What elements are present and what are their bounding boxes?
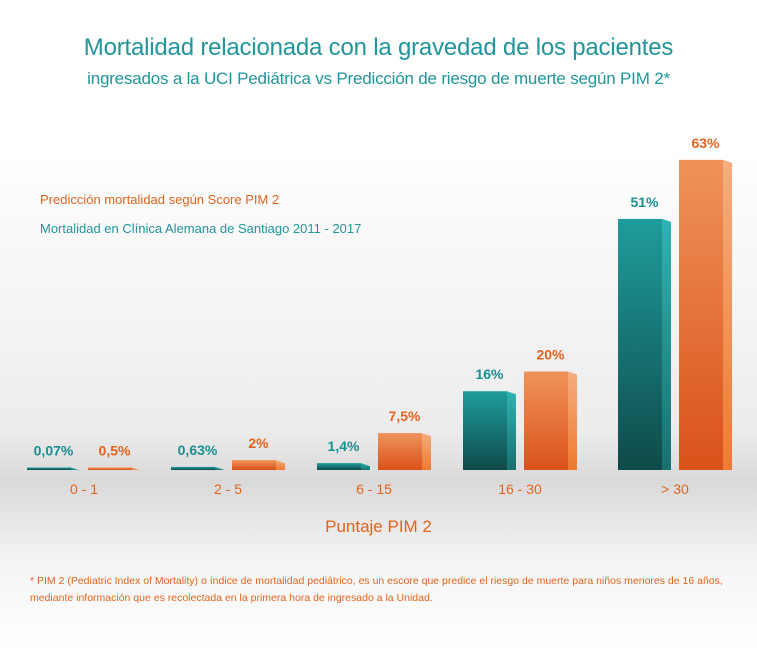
x-axis-label: Puntaje PIM 2 (325, 517, 432, 536)
data-label-mortalidad-5: 51% (630, 194, 659, 210)
bar-prediccion-2 (232, 460, 285, 470)
data-label-prediccion-2: 2% (248, 435, 269, 451)
bar-prediccion-4 (524, 371, 577, 470)
bar-prediccion-5 (679, 159, 732, 470)
x-tick-label-1: 0 - 1 (70, 481, 98, 497)
footnote: * PIM 2 (Pediatric Index of Mortality) o… (30, 575, 723, 604)
x-tick-label-2: 2 - 5 (214, 481, 242, 497)
bar-mortalidad-1 (27, 467, 80, 471)
bar-mortalidad-5 (618, 218, 671, 470)
bar-mortalidad-4 (463, 391, 516, 470)
data-label-mortalidad-1: 0,07% (34, 443, 74, 459)
data-label-prediccion-3: 7,5% (389, 408, 421, 424)
x-tick-label-5: > 30 (661, 481, 689, 497)
data-label-mortalidad-3: 1,4% (328, 438, 360, 454)
bar-mortalidad-3 (317, 463, 370, 470)
x-tick-label-3: 6 - 15 (356, 481, 392, 497)
data-label-prediccion-5: 63% (691, 135, 720, 151)
data-label-prediccion-4: 20% (536, 347, 565, 363)
data-label-mortalidad-2: 0,63% (178, 442, 218, 458)
legend-entry-mortalidad: Mortalidad en Clínica Alemana de Santiag… (40, 221, 362, 236)
chart-subtitle: ingresados a la UCI Pediátrica vs Predic… (87, 69, 670, 88)
data-label-mortalidad-4: 16% (475, 366, 504, 382)
bar-mortalidad-2 (171, 466, 224, 470)
bar-prediccion-1 (88, 467, 141, 471)
bar-chart: 0,07% 0,5% 0 - 1 0,63% 2% 2 - 5 1,4% 7,5% 6 - 15… (27, 135, 732, 497)
data-label-prediccion-1: 0,5% (99, 443, 131, 459)
legend-entry-prediccion: Predicción mortalidad según Score PIM 2 (40, 192, 280, 207)
bar-prediccion-3 (378, 433, 431, 470)
chart-title: Mortalidad relacionada con la gravedad d… (83, 34, 674, 61)
x-tick-label-4: 16 - 30 (498, 481, 542, 497)
